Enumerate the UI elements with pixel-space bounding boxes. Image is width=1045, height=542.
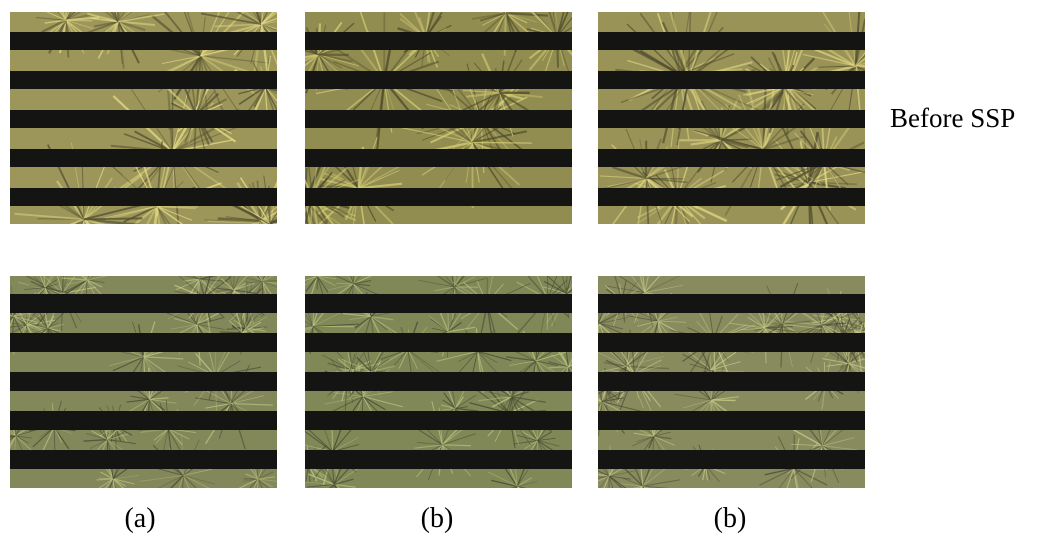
row-label-before-ssp: Before SSP — [890, 102, 1015, 134]
micrograph-after-c — [598, 276, 865, 488]
micrograph-image — [305, 12, 572, 224]
caption-a: (a) — [100, 503, 180, 535]
micrograph-before-c — [598, 12, 865, 224]
micrograph-before-b — [305, 12, 572, 224]
micrograph-image — [10, 276, 277, 488]
micrograph-after-b — [305, 276, 572, 488]
caption-b-second: (b) — [690, 503, 770, 535]
micrograph-after-a — [10, 276, 277, 488]
micrograph-image — [10, 12, 277, 224]
micrograph-image — [598, 276, 865, 488]
micrograph-image — [598, 12, 865, 224]
caption-b: (b) — [397, 503, 477, 535]
micrograph-image — [305, 276, 572, 488]
micrograph-before-a — [10, 12, 277, 224]
